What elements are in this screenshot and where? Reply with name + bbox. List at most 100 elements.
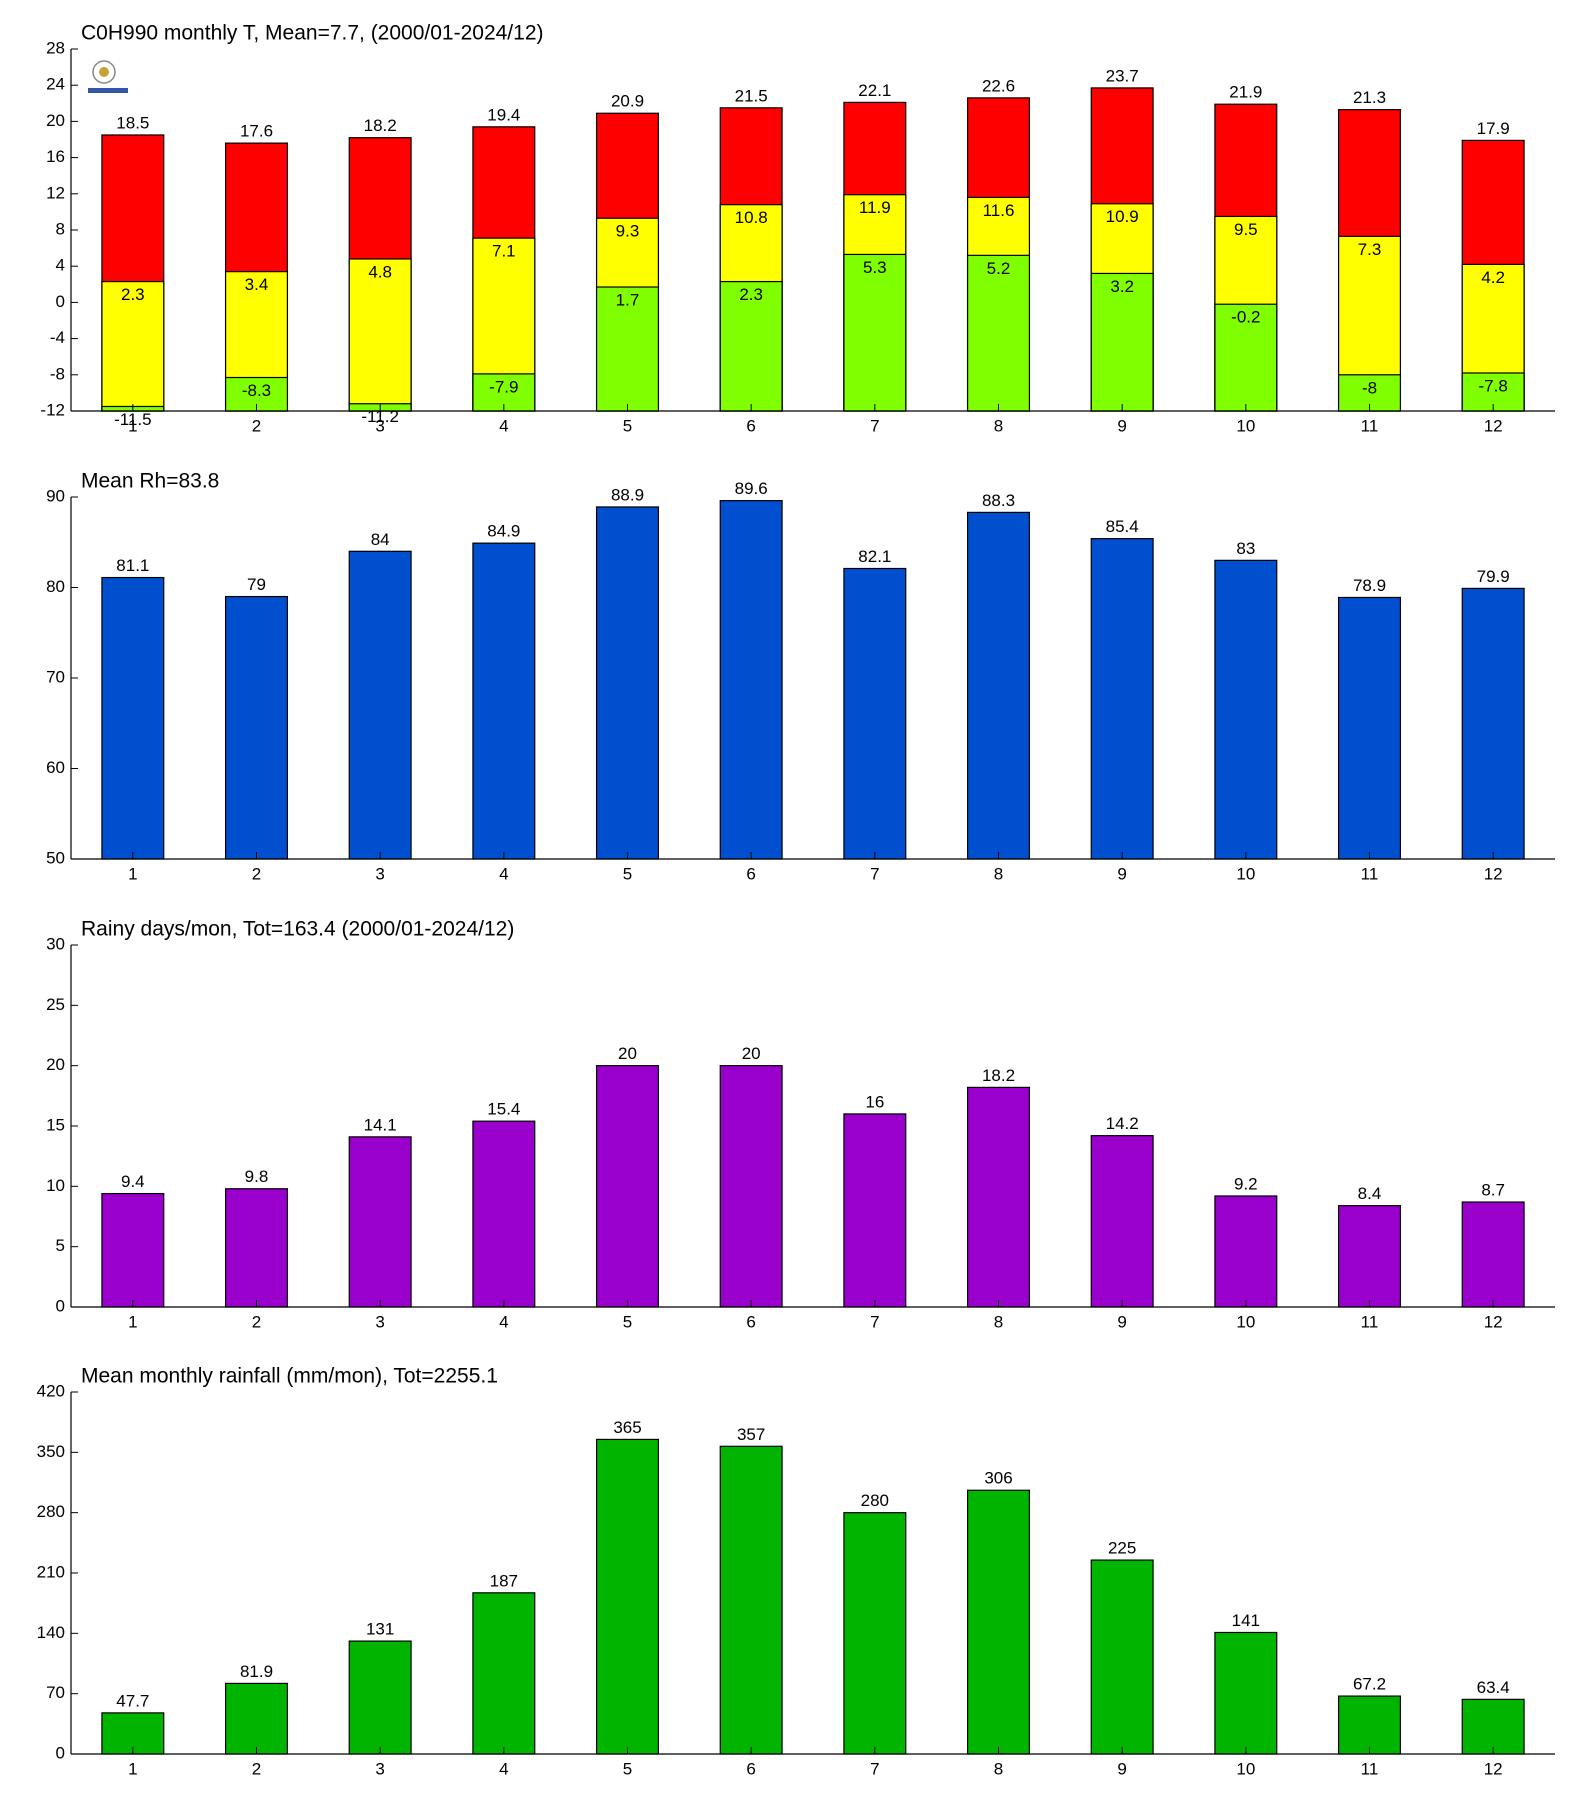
value-label: 225 bbox=[1108, 1539, 1136, 1558]
value-label: 7.3 bbox=[1358, 240, 1382, 259]
bar bbox=[1214, 559, 1278, 860]
value-label: 18.5 bbox=[116, 113, 149, 132]
value-label: 8.7 bbox=[1481, 1181, 1505, 1200]
value-label: 20 bbox=[618, 1044, 637, 1063]
bar bbox=[1337, 596, 1402, 860]
value-label: -11.2 bbox=[361, 407, 399, 426]
x-tick-label: 11 bbox=[1361, 1312, 1379, 1331]
value-label: 306 bbox=[984, 1469, 1012, 1488]
x-tick-label: 4 bbox=[499, 416, 508, 435]
value-label: 81.9 bbox=[240, 1662, 273, 1681]
x-tick-label: 4 bbox=[499, 1312, 508, 1331]
x-tick-label: 10 bbox=[1236, 416, 1255, 435]
x-tick-label: 9 bbox=[1117, 864, 1126, 883]
value-label: 22.1 bbox=[858, 81, 891, 100]
y-tick-label: 0 bbox=[56, 1296, 65, 1315]
bar bbox=[1214, 303, 1278, 412]
bar bbox=[1090, 272, 1154, 412]
bar bbox=[101, 280, 165, 412]
x-tick-label: 11 bbox=[1361, 864, 1379, 883]
x-tick-label: 8 bbox=[994, 1312, 1003, 1331]
value-label: -7.9 bbox=[489, 377, 518, 396]
y-tick-label: 4 bbox=[56, 256, 65, 275]
x-tick-label: 9 bbox=[1117, 1759, 1126, 1778]
bar bbox=[1214, 1631, 1278, 1755]
bar bbox=[472, 542, 536, 860]
bar bbox=[966, 1086, 1031, 1308]
value-label: 9.8 bbox=[245, 1167, 269, 1186]
x-tick-label: 11 bbox=[1361, 1759, 1379, 1778]
bar bbox=[1090, 538, 1154, 860]
value-label: 2.3 bbox=[739, 285, 763, 304]
bar bbox=[472, 1592, 536, 1755]
y-tick-label: -12 bbox=[40, 400, 65, 419]
x-tick-label: 7 bbox=[870, 1759, 879, 1778]
value-label: 88.3 bbox=[982, 491, 1015, 510]
value-label: 22.6 bbox=[982, 76, 1015, 95]
value-label: 21.3 bbox=[1353, 88, 1386, 107]
value-label: 131 bbox=[366, 1620, 394, 1639]
bar bbox=[719, 1445, 783, 1755]
y-tick-label: 16 bbox=[46, 147, 65, 166]
chart-title: Rainy days/mon, Tot=163.4 (2000/01-2024/… bbox=[81, 918, 514, 941]
value-label: 18.2 bbox=[982, 1066, 1015, 1085]
value-label: 23.7 bbox=[1106, 66, 1139, 85]
bar bbox=[595, 1065, 660, 1308]
value-label: 280 bbox=[861, 1491, 889, 1510]
value-label: 7.1 bbox=[492, 242, 516, 261]
value-label: 67.2 bbox=[1353, 1675, 1386, 1694]
y-tick-label: -8 bbox=[50, 364, 65, 383]
value-label: 4.8 bbox=[368, 262, 392, 281]
bar bbox=[101, 1192, 165, 1308]
value-label: 63.4 bbox=[1477, 1678, 1510, 1697]
y-tick-label: 70 bbox=[46, 1683, 65, 1702]
x-tick-label: 3 bbox=[375, 1759, 384, 1778]
value-label: 88.9 bbox=[611, 485, 644, 504]
value-label: 82.1 bbox=[858, 547, 891, 566]
value-label: 17.9 bbox=[1477, 119, 1510, 138]
value-label: 357 bbox=[737, 1425, 765, 1444]
bar bbox=[101, 576, 165, 860]
x-tick-label: 5 bbox=[623, 1759, 632, 1778]
bar bbox=[966, 511, 1031, 860]
value-label: 10.9 bbox=[1106, 207, 1139, 226]
x-tick-label: 9 bbox=[1117, 1312, 1126, 1331]
y-tick-label: 80 bbox=[46, 577, 65, 596]
y-tick-label: 12 bbox=[46, 183, 65, 202]
x-tick-label: 7 bbox=[870, 416, 879, 435]
bar bbox=[224, 1682, 289, 1755]
y-tick-label: 30 bbox=[46, 934, 65, 953]
y-tick-label: 0 bbox=[56, 1743, 65, 1762]
value-label: -8 bbox=[1362, 378, 1377, 397]
y-tick-label: 60 bbox=[46, 758, 65, 777]
x-tick-label: 9 bbox=[1117, 416, 1126, 435]
bar bbox=[843, 1113, 907, 1308]
bar bbox=[719, 500, 783, 860]
value-label: 84.9 bbox=[487, 522, 520, 541]
y-tick-label: 70 bbox=[46, 667, 65, 686]
chart-title: Mean monthly rainfall (mm/mon), Tot=2255… bbox=[81, 1365, 498, 1388]
chart-title: C0H990 monthly T, Mean=7.7, (2000/01-202… bbox=[81, 22, 544, 45]
value-label: 19.4 bbox=[487, 105, 520, 124]
x-tick-label: 5 bbox=[623, 864, 632, 883]
bar bbox=[843, 253, 907, 412]
bar bbox=[101, 1712, 165, 1755]
y-tick-label: 50 bbox=[46, 848, 65, 867]
value-label: 16 bbox=[865, 1092, 884, 1111]
y-tick-label: 8 bbox=[56, 219, 65, 238]
x-tick-label: 11 bbox=[1361, 416, 1379, 435]
x-tick-label: 12 bbox=[1484, 416, 1503, 435]
y-tick-label: 10 bbox=[46, 1176, 65, 1195]
value-label: 9.3 bbox=[616, 222, 640, 241]
value-label: -7.8 bbox=[1479, 376, 1508, 395]
bar bbox=[472, 1120, 536, 1308]
value-label: 4.2 bbox=[1481, 268, 1505, 287]
value-label: 47.7 bbox=[116, 1691, 149, 1710]
value-label: 20 bbox=[742, 1044, 761, 1063]
value-label: 9.4 bbox=[121, 1172, 145, 1191]
x-tick-label: 3 bbox=[375, 416, 384, 435]
value-label: 81.1 bbox=[116, 556, 149, 575]
value-label: 1.7 bbox=[616, 290, 640, 309]
bar bbox=[1090, 1135, 1154, 1308]
value-label: -8.3 bbox=[242, 381, 271, 400]
